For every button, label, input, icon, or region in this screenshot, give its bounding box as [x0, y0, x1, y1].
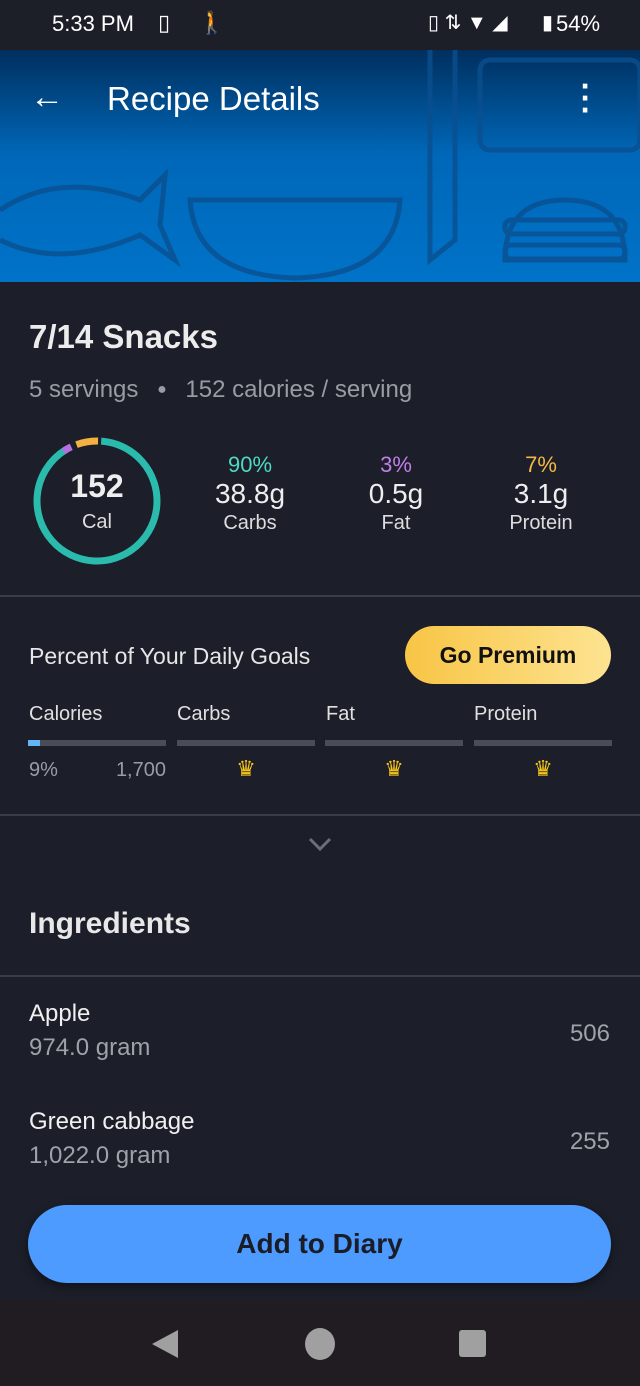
ingredients-title: Ingredients	[29, 907, 191, 940]
ingredient-row[interactable]: Apple 974.0 gram 506	[0, 978, 640, 1084]
chevron-down-icon[interactable]	[308, 836, 332, 852]
goal-bar-calories	[28, 740, 166, 746]
macro-label: Fat	[381, 512, 411, 534]
ingredient-name: Apple	[29, 1000, 91, 1027]
divider	[0, 975, 640, 977]
macro-protein: 7% 3.1g Protein	[481, 452, 601, 535]
battery-icon: ▮	[542, 12, 554, 34]
header-banner: ← Recipe Details · · ·	[0, 50, 640, 282]
status-time: 5:33 PM	[52, 11, 134, 36]
macro-percent: 3%	[380, 452, 412, 477]
navigation-bar	[0, 1300, 640, 1386]
macro-label: Carbs	[223, 512, 277, 534]
macro-carbs: 90% 38.8g Carbs	[190, 452, 310, 535]
goal-bar-fill	[28, 740, 41, 746]
macro-percent: 90%	[227, 452, 273, 477]
macro-label: Protein	[509, 512, 573, 534]
servings: 5 servings	[29, 376, 139, 403]
calorie-goal-percent: 9%	[29, 759, 58, 781]
ingredient-calories: 506	[569, 1020, 610, 1047]
macro-amount: 0.5g	[368, 478, 424, 509]
status-bar: 5:33 PM ▯ 🚶 ▯ ⇅ ▼ ◢ ▮ 54%	[0, 0, 640, 50]
ingredient-name: Green cabbage	[29, 1108, 195, 1135]
page-title: Recipe Details	[107, 80, 320, 117]
goal-label-carbs: Carbs	[177, 703, 231, 725]
goal-bar-carbs	[177, 740, 315, 746]
walking-icon: 🚶	[198, 10, 226, 35]
calorie-unit: Cal	[81, 511, 112, 533]
ingredient-calories: 255	[569, 1128, 610, 1155]
nav-back-icon[interactable]	[150, 1328, 180, 1360]
goal-bar-protein	[474, 740, 612, 746]
nav-recents-icon[interactable]	[459, 1330, 486, 1357]
divider	[0, 595, 640, 597]
calorie-ring-chart	[33, 437, 161, 565]
recipe-name: 7/14 Snacks	[29, 318, 218, 355]
add-to-diary-button[interactable]: Add to Diary	[28, 1205, 611, 1283]
premium-crown-icon: ♛	[384, 756, 404, 781]
macro-fat: 3% 0.5g Fat	[336, 452, 456, 535]
divider	[0, 814, 640, 816]
goal-label-fat: Fat	[326, 703, 355, 725]
goal-label-calories: Calories	[29, 703, 103, 725]
premium-crown-icon: ♛	[236, 756, 256, 781]
premium-crown-icon: ♛	[533, 756, 553, 781]
calorie-goal-value: 1,700	[115, 759, 166, 781]
more-options-icon[interactable]: · · ·	[580, 68, 592, 128]
daily-goals-title: Percent of Your Daily Goals	[29, 643, 311, 669]
calories-per-serving: 152 calories / serving	[185, 376, 413, 403]
go-premium-button[interactable]: Go Premium	[405, 626, 611, 684]
macro-amount: 3.1g	[513, 478, 569, 509]
ingredient-row[interactable]: Green cabbage 1,022.0 gram 255	[0, 1086, 640, 1192]
calorie-ring: 152 Cal	[30, 434, 164, 568]
food-pattern-icon	[0, 50, 640, 281]
network-icons: ▯ ⇅ ▼ ◢	[428, 12, 508, 34]
recipe-meta: 5 servings ● 152 calories / serving	[29, 376, 412, 404]
ring-protein	[33, 437, 161, 565]
macro-amount: 38.8g	[214, 478, 286, 509]
goal-bar-fat	[325, 740, 463, 746]
ingredient-quantity: 1,022.0 gram	[29, 1142, 171, 1169]
battery-percent: 54%	[556, 11, 601, 36]
nav-home-icon[interactable]	[305, 1328, 335, 1360]
macro-percent: 7%	[525, 452, 557, 477]
ring-fat	[33, 437, 161, 565]
goal-label-protein: Protein	[474, 703, 538, 725]
calorie-value: 152	[70, 468, 124, 504]
ring-carbs	[33, 437, 161, 565]
device-icon: ▯	[158, 10, 171, 35]
dot-separator: ●	[157, 381, 167, 398]
ingredient-quantity: 974.0 gram	[29, 1034, 151, 1061]
back-arrow-icon[interactable]: ←	[30, 78, 64, 116]
